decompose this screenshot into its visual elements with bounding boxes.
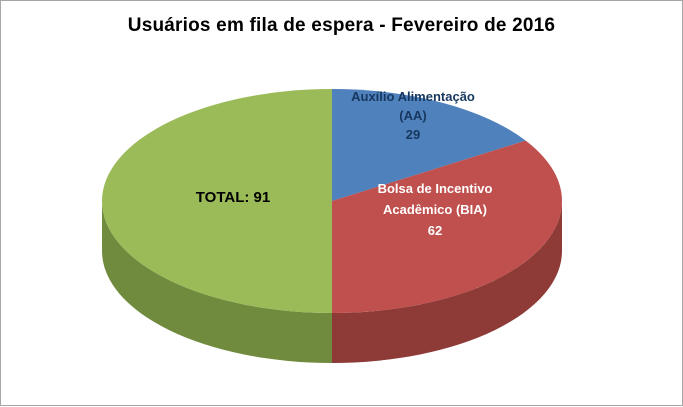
- pie-label-bia: Bolsa de Incentivo Acadêmico (BIA) 62: [378, 181, 493, 238]
- pie-slice-side-bia: [332, 201, 562, 363]
- pie-slice-bia: [332, 140, 562, 313]
- pie-slice-aa: [332, 89, 526, 201]
- pie-label-total: TOTAL: 91: [196, 189, 270, 206]
- chart-title: Usuários em fila de espera - Fevereiro d…: [127, 15, 556, 36]
- pie-slice-side-total: [102, 201, 332, 363]
- pie-slice-total: [102, 89, 332, 313]
- pie-label-aa: Auxílio Alimentação (AA) 29: [351, 89, 475, 142]
